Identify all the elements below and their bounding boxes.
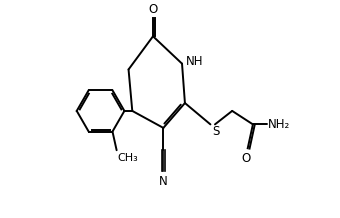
Text: CH₃: CH₃	[118, 153, 138, 163]
Text: O: O	[241, 152, 251, 165]
Text: O: O	[148, 3, 158, 15]
Text: S: S	[212, 125, 219, 138]
Text: N: N	[159, 175, 168, 188]
Text: NH₂: NH₂	[268, 118, 290, 131]
Text: NH: NH	[186, 56, 203, 68]
